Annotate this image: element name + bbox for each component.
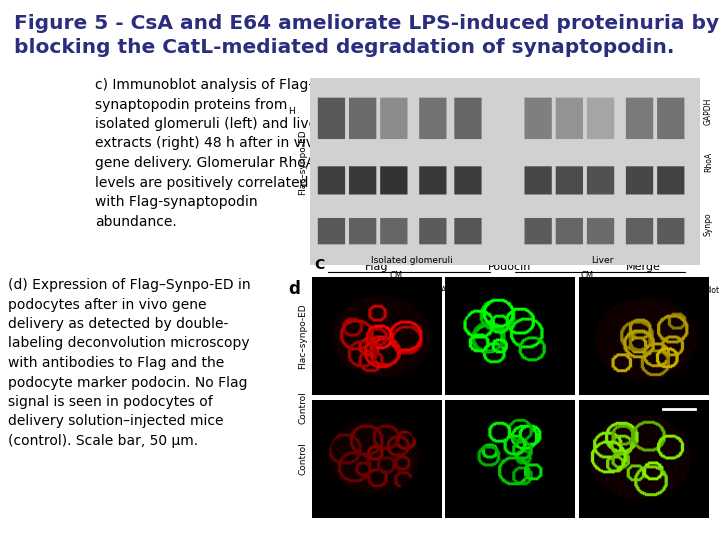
- Text: C: C: [314, 258, 324, 272]
- Text: Synpo: Synpo: [704, 212, 713, 235]
- Text: Control: Control: [298, 391, 307, 424]
- Text: 1+2: 1+2: [396, 286, 412, 295]
- Text: Figure 5 - CsA and E64 ameliorate LPS-induced proteinuria by
blocking the CatL-m: Figure 5 - CsA and E64 ameliorate LPS-in…: [14, 14, 719, 57]
- Text: d: d: [288, 280, 300, 298]
- Text: Con: Con: [509, 286, 524, 295]
- Text: ED: ED: [667, 286, 678, 295]
- Text: CM: CM: [390, 271, 402, 280]
- Text: Flac–synpo-ED: Flac–synpo-ED: [298, 130, 307, 195]
- Text: Flag: Flag: [365, 262, 388, 272]
- Text: Flac–synpo-ED: Flac–synpo-ED: [298, 303, 307, 369]
- Text: H: H: [288, 107, 294, 116]
- Text: 1+2: 1+2: [587, 286, 603, 295]
- Text: WT: WT: [359, 286, 371, 295]
- Text: Merge: Merge: [626, 262, 661, 272]
- Text: Blot:: Blot:: [704, 286, 720, 295]
- Text: ED: ED: [477, 286, 487, 295]
- Text: AA: AA: [441, 286, 452, 295]
- Text: AA: AA: [632, 286, 643, 295]
- Text: c) Immunoblot analysis of Flag-
synaptopodin proteins from
isolated glomeruli (l: c) Immunoblot analysis of Flag- synaptop…: [95, 78, 323, 228]
- Text: GAPDH: GAPDH: [704, 98, 713, 125]
- Text: CM: CM: [580, 271, 593, 280]
- Text: Podocin: Podocin: [488, 262, 531, 272]
- Text: Isolated glomeruli: Isolated glomeruli: [371, 256, 452, 265]
- Text: WT: WT: [549, 286, 562, 295]
- Text: RhoA: RhoA: [704, 152, 713, 172]
- Text: (d) Expression of Flag–Synpo-ED in
podocytes after in vivo gene
delivery as dete: (d) Expression of Flag–Synpo-ED in podoc…: [8, 278, 251, 448]
- Text: Control: Control: [298, 442, 307, 475]
- Text: Con: Con: [318, 286, 333, 295]
- Text: Liver: Liver: [591, 256, 613, 265]
